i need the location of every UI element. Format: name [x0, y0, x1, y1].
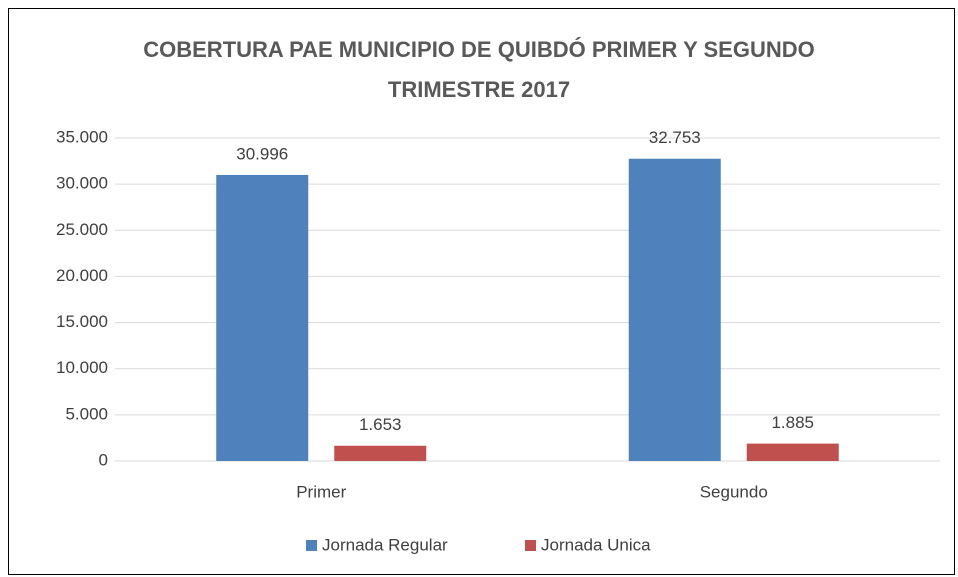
- y-tick-label: 30.000: [56, 174, 108, 193]
- value-label: 30.996: [236, 144, 288, 163]
- legend-swatch: [306, 540, 317, 551]
- y-tick-label: 15.000: [56, 312, 108, 331]
- bar: [746, 443, 839, 461]
- bar: [216, 174, 309, 461]
- value-label: 1.653: [359, 415, 402, 434]
- legend-label: Jornada Regular: [322, 535, 448, 554]
- y-tick-label: 25.000: [56, 220, 108, 239]
- x-tick-label: Primer: [296, 482, 346, 501]
- y-tick-label: 5.000: [65, 404, 108, 423]
- y-tick-label: 35.000: [56, 127, 108, 146]
- legend-swatch: [525, 540, 536, 551]
- y-tick-label: 10.000: [56, 358, 108, 377]
- legend-label: Jornada Unica: [541, 535, 651, 554]
- y-tick-label: 0: [99, 450, 108, 469]
- value-label: 32.753: [649, 128, 701, 147]
- chart-border: [8, 8, 955, 575]
- bar: [334, 445, 427, 461]
- x-tick-label: Segundo: [700, 482, 768, 501]
- y-tick-label: 20.000: [56, 266, 108, 285]
- chart-title: COBERTURA PAE MUNICIPIO DE QUIBDÓ PRIMER…: [143, 37, 815, 102]
- bar: [628, 158, 721, 461]
- value-label: 1.885: [771, 413, 814, 432]
